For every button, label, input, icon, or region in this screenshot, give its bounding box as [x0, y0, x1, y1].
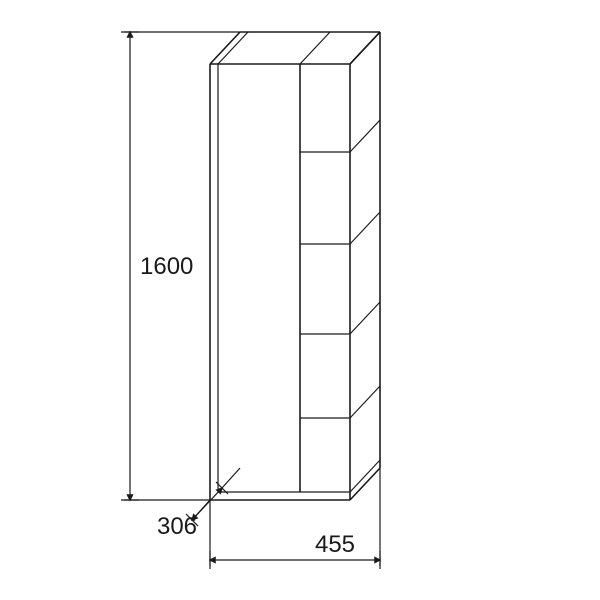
drawing-layer	[121, 32, 380, 569]
width-label: 455	[315, 531, 355, 558]
height-label: 1600	[140, 253, 193, 280]
dimension-diagram: 1600 306 455	[0, 0, 600, 600]
depth-label: 306	[157, 513, 197, 540]
